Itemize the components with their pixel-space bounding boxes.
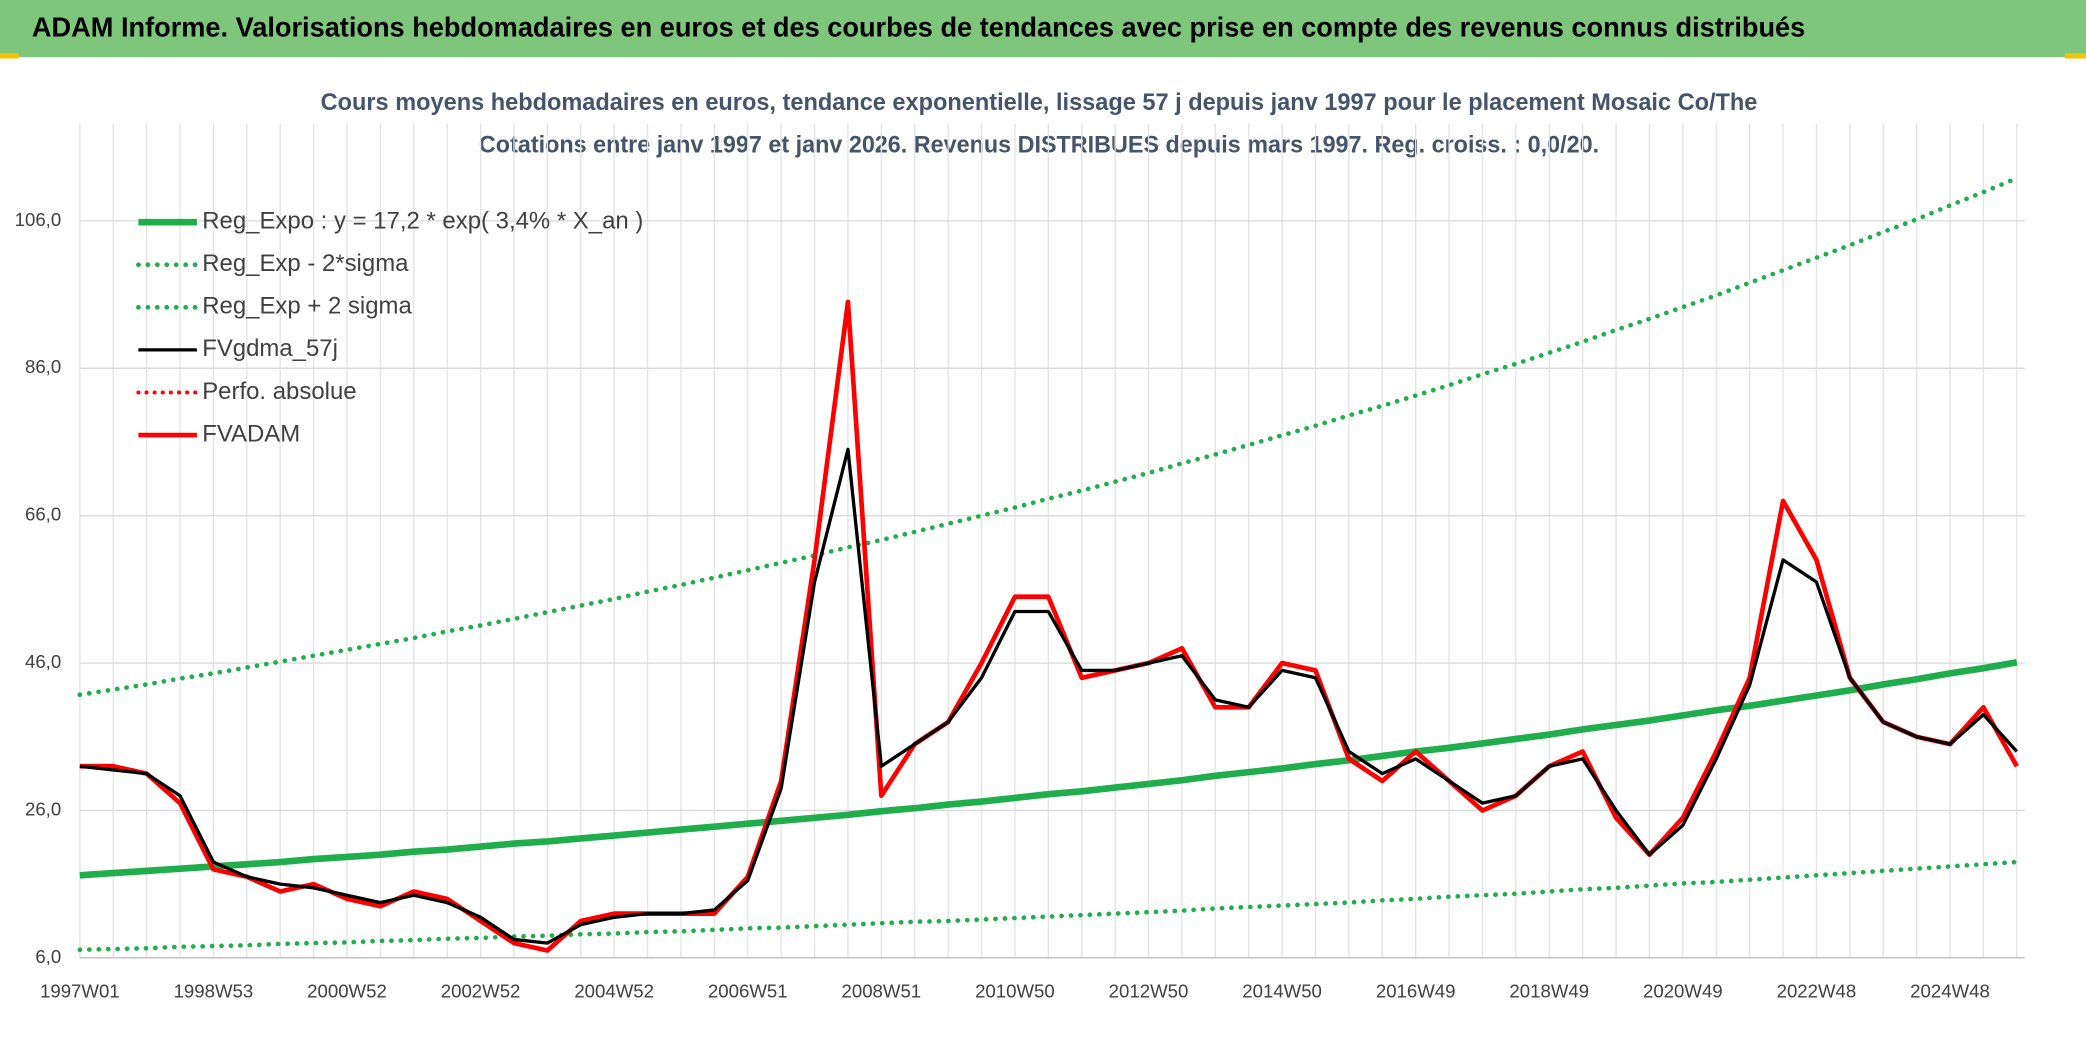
y-tick-label: 106,0 — [15, 209, 62, 230]
x-tick-label: 1997W01 — [40, 980, 120, 1001]
corner-mark — [2064, 53, 2086, 59]
x-tick-label: 2004W52 — [574, 980, 654, 1001]
series-line — [79, 447, 2019, 945]
y-tick-label: 6,0 — [35, 946, 61, 967]
legend-label: Reg_Exp - 2*sigma — [202, 250, 409, 277]
y-tick-label: 66,0 — [25, 504, 61, 525]
x-tick-label: 2006W51 — [708, 980, 788, 1001]
x-tick-label: 2008W51 — [842, 980, 922, 1001]
x-tick-label: 2022W48 — [1777, 980, 1857, 1001]
x-tick-label: 1998W53 — [174, 980, 254, 1001]
header-bar — [0, 0, 2086, 58]
chart-subtitle: Cotations entre janv 1997 et janv 2026. … — [479, 132, 1599, 159]
x-tick-label: 2016W49 — [1376, 980, 1456, 1001]
x-tick-label: 2020W49 — [1643, 980, 1723, 1001]
x-tick-label: 2002W52 — [441, 980, 521, 1001]
y-tick-label: 26,0 — [25, 798, 61, 819]
x-tick-label: 2014W50 — [1242, 980, 1322, 1001]
legend-label: FVgdma_57j — [202, 335, 338, 362]
legend-label: Perfo. absolue — [202, 378, 356, 405]
legend-label: Reg_Expo : y = 17,2 * exp( 3,4% * X_an ) — [202, 207, 643, 234]
series-line — [77, 175, 2020, 698]
legend-label: Reg_Exp + 2 sigma — [202, 293, 412, 320]
corner-mark — [0, 53, 19, 59]
page-title: ADAM Informe. Valorisations hebdomadaire… — [32, 12, 1805, 43]
x-tick-label: 2010W50 — [975, 980, 1055, 1001]
x-tick-label: 2018W49 — [1509, 980, 1589, 1001]
y-tick-label: 46,0 — [25, 651, 61, 672]
x-tick-label: 2024W48 — [1910, 980, 1990, 1001]
y-tick-label: 86,0 — [25, 356, 61, 377]
x-tick-label: 2000W52 — [307, 980, 387, 1001]
series-line — [79, 659, 2018, 879]
series-line — [77, 859, 2020, 953]
x-tick-label: 2012W50 — [1109, 980, 1189, 1001]
chart-title: Cours moyens hebdomadaires en euros, ten… — [321, 89, 1758, 116]
legend-label: FVADAM — [202, 420, 300, 447]
